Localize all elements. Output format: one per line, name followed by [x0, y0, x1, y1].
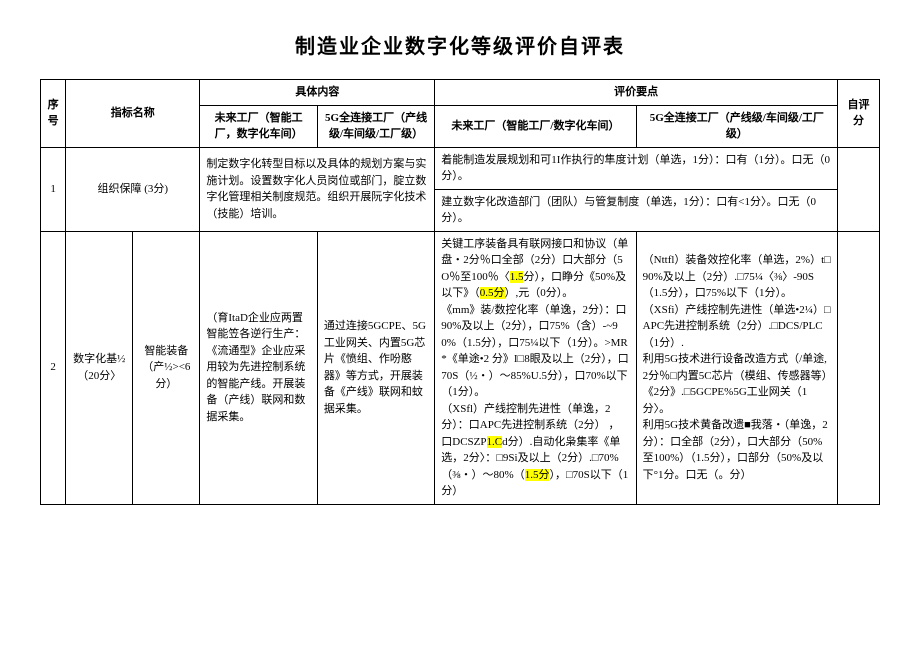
seq-2: 2	[41, 231, 66, 504]
row-1a: 1 组织保障 (3分) 制定数字化转型目标以及具体的规划方案与实施计划。设置数字…	[41, 147, 880, 189]
hl-2: 0.5分	[480, 287, 505, 299]
content-1: 制定数字化转型目标以及具体的规划方案与实施计划。设置数字化人员岗位或部门，腚立数…	[200, 147, 435, 231]
seq-1: 1	[41, 147, 66, 231]
score-1	[838, 147, 880, 231]
th-content: 具体内容	[200, 80, 435, 106]
th-eval-a: 未来工厂（智能工厂/数字化车间）	[435, 105, 636, 147]
evaluation-table: 序号 指标名称 具体内容 评价要点 自评分 未来工厂（智能工厂，数字化车间） 5…	[40, 79, 880, 505]
name-2: 智能装备（产½><6分）	[133, 231, 200, 504]
content-2b: 通过连接5GCPE、5G工业网关、内置5G芯片《愤组、作吩憨器》等方式，开展装备…	[317, 231, 434, 504]
eval-2b: （Nttfl）装备效控化率（单选，2%）t□90%及以上（2分）.□75¼〈⅜〉…	[636, 231, 837, 504]
score-2	[838, 231, 880, 504]
page-title: 制造业企业数字化等级评价自评表	[40, 30, 880, 59]
eval-2a-text-4: （XSfl）产线控制先进性（单逸，2分）：口APC先进控制系统（2分）	[441, 403, 610, 432]
content-2a: （育ItaD企业应两置智能笠各逆行生产：《流通型》企业应采用较为先进控制系统的智…	[200, 231, 317, 504]
hl-3: 1.C	[487, 436, 503, 448]
eval-1b: 建立数字化改造部门（团队）与管复制度（单选，1分）：口有<1分〉。口无（0分）。	[435, 189, 838, 231]
hl-1: 1.5	[510, 271, 524, 283]
eval-2a-text-1c: ）,元（0分）。	[505, 287, 574, 299]
th-content-b: 5G全连接工厂（产线级/车间级/工厂级）	[317, 105, 434, 147]
th-score: 自评分	[838, 80, 880, 148]
hl-4: 1.5分	[525, 469, 550, 481]
row-2: 2 数字化基½（20分〉 智能装备（产½><6分） （育ItaD企业应两置智能笠…	[41, 231, 880, 504]
name-1: 组织保障 (3分)	[66, 147, 200, 231]
th-eval: 评价要点	[435, 80, 838, 106]
eval-2b-text-2: （XSfi）产线控制先进性（单选•2¼）□APC先进控制系统（2分）.□DCS/…	[643, 304, 831, 349]
group-2: 数字化基½（20分〉	[66, 231, 133, 504]
th-indicator: 指标名称	[66, 80, 200, 148]
th-seq: 序号	[41, 80, 66, 148]
header-row-1: 序号 指标名称 具体内容 评价要点 自评分	[41, 80, 880, 106]
hl-1b: 分	[523, 271, 534, 283]
eval-2a: 关键工序装备具有联网接口和协议（单盘・2分％口全部（2分）口大部分（5O％至10…	[435, 231, 636, 504]
eval-2b-text-4: 利用5G技术黄备改遗■我落・（单逸，2分）：口全部（2分），口大部分（50%至1…	[643, 419, 828, 481]
eval-2b-text-1: （Nttfl）装备效控化率（单选，2%）t□90%及以上（2分）.□75¼〈⅜〉…	[643, 254, 831, 299]
th-content-a: 未来工厂（智能工厂，数字化车间）	[200, 105, 317, 147]
eval-2b-text-3: 利用5G技术进行设备改造方式（/单途,2分％□内置5C芯片（模组、传感器等）《2…	[643, 353, 827, 415]
th-eval-b: 5G全连接工厂（产线级/车间级/工厂级）	[636, 105, 837, 147]
eval-1a: 着能制造发展规划和可1I作执行的隼度计划（单选，1分）：口有（1分）。口无（0分…	[435, 147, 838, 189]
